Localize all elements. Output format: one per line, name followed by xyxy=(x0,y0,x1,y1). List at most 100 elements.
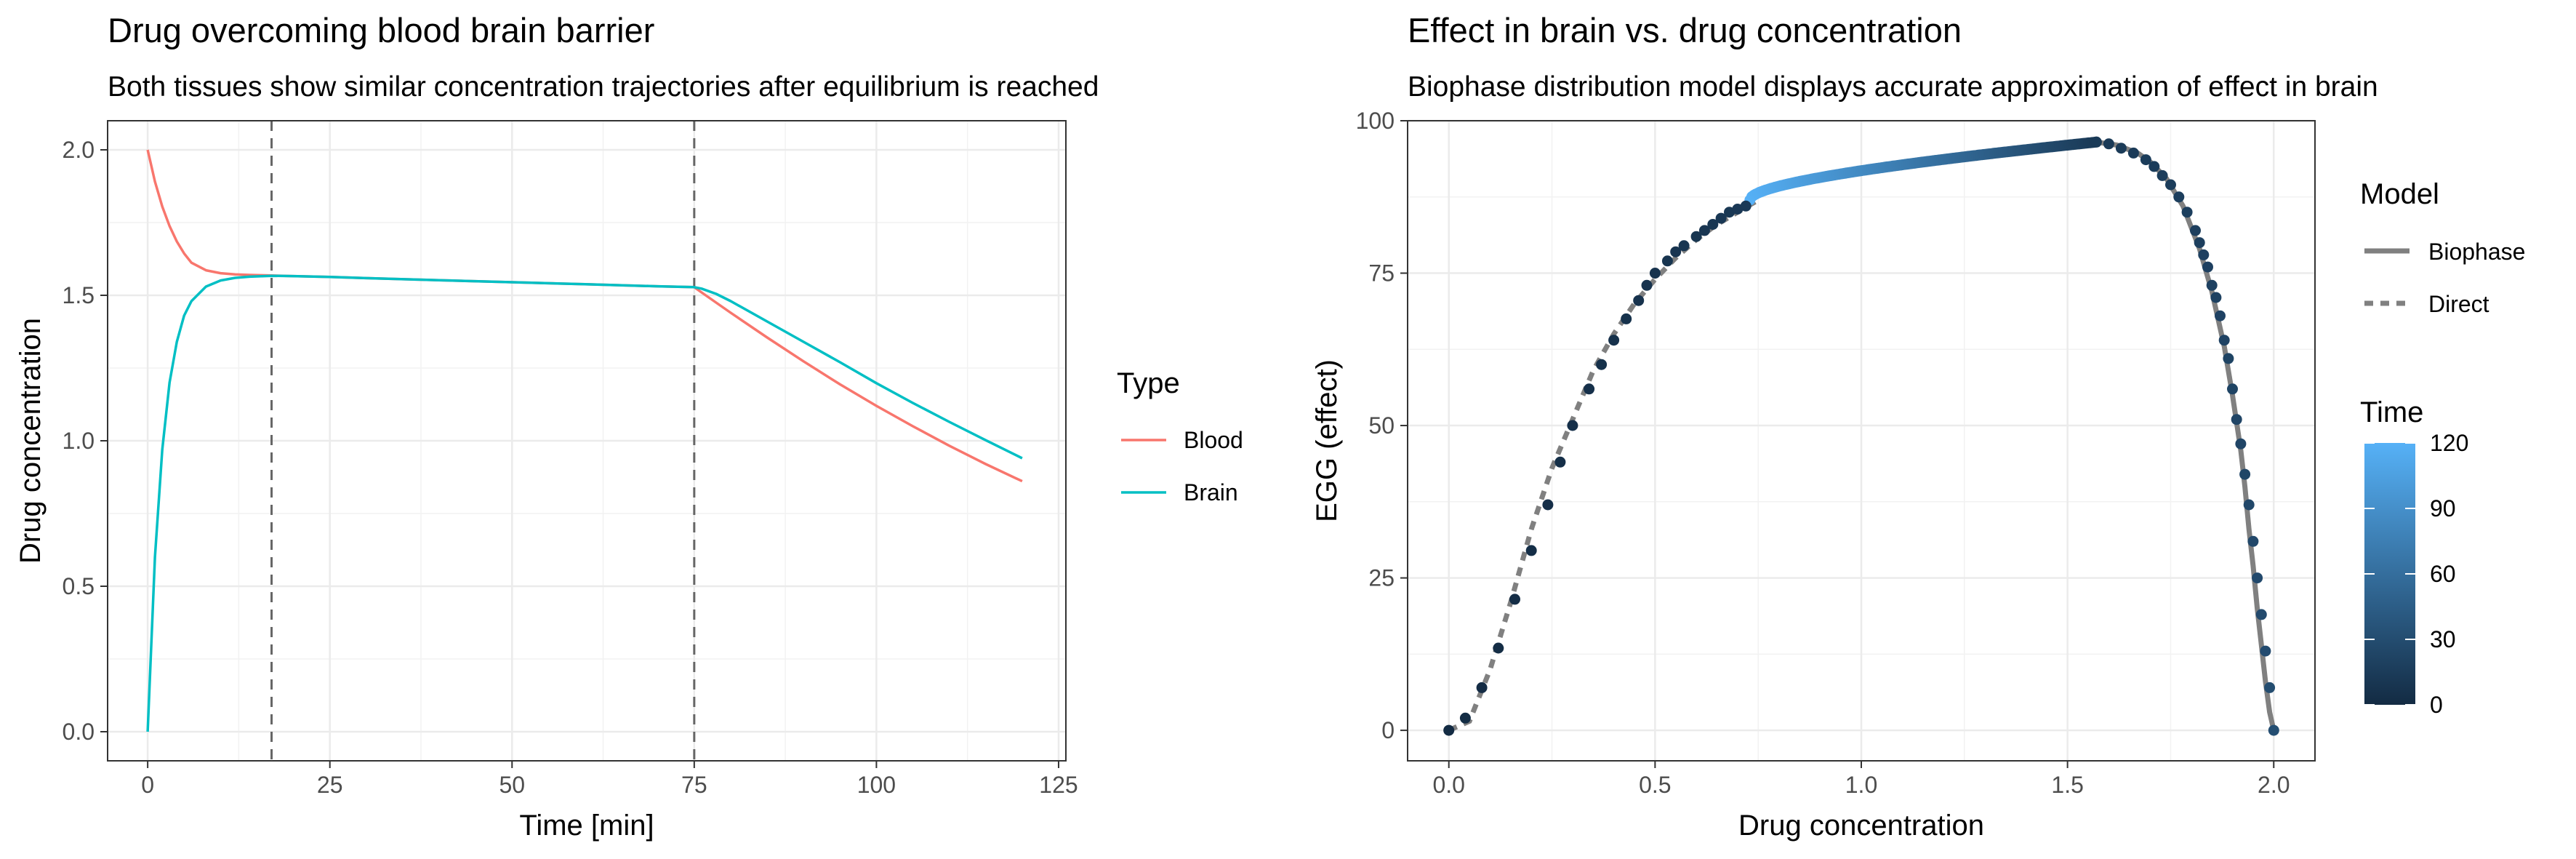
data-point xyxy=(1698,225,1710,236)
data-point xyxy=(2268,724,2279,736)
data-point xyxy=(1443,724,1455,736)
data-point xyxy=(1732,204,1744,215)
data-point xyxy=(2235,438,2247,450)
x-tick-label: 50 xyxy=(499,772,525,798)
chart-1-axis-ticks: 0 25 50 75 100 125 0.0 0.5 1.0 1.5 2.0 xyxy=(63,137,1078,798)
data-point xyxy=(2194,237,2205,249)
y-tick-label: 0.0 xyxy=(63,719,95,745)
data-point xyxy=(2255,609,2267,620)
data-point xyxy=(1584,383,1595,395)
data-point xyxy=(1554,456,1566,468)
chart-2-time-legend: Time 0 30 60 90 120 xyxy=(2360,396,2468,718)
data-point xyxy=(1678,240,1690,252)
data-point xyxy=(2264,682,2276,693)
y-tick-label: 50 xyxy=(1368,412,1395,439)
chart-2-axis-ticks: 0.0 0.5 1.0 1.5 2.0 0 25 50 75 100 xyxy=(1356,108,2290,798)
x-tick-label: 1.5 xyxy=(2051,772,2083,798)
chart-1-series xyxy=(146,149,1023,732)
chart-1-y-axis-title: Drug concentration xyxy=(15,318,47,564)
y-tick-label: 1.0 xyxy=(63,428,95,454)
data-point xyxy=(1509,594,1520,605)
model-legend-title: Model xyxy=(2360,178,2439,210)
data-point xyxy=(2127,147,2139,159)
x-tick-label: 0.0 xyxy=(1432,772,1464,798)
chart-1-x-axis-title: Time [min] xyxy=(519,810,654,842)
x-tick-label: 2.0 xyxy=(2258,772,2290,798)
chart-2-model-legend: Model Biophase Direct xyxy=(2360,178,2525,317)
data-point xyxy=(2173,191,2185,203)
data-point xyxy=(1476,682,1488,693)
x-tick-label: 0.5 xyxy=(1639,772,1671,798)
data-point xyxy=(1608,335,1620,346)
chart-1-grid xyxy=(108,121,1066,761)
y-tick-label: 1.5 xyxy=(63,282,95,308)
colorbar-tick-label: 120 xyxy=(2430,430,2468,456)
data-point xyxy=(2231,414,2242,425)
chart-1-reference-lines xyxy=(270,121,696,761)
data-point xyxy=(2243,499,2255,511)
legend-label-blood: Blood xyxy=(1184,427,1243,453)
data-point xyxy=(2090,136,2102,148)
chart-2-points xyxy=(1443,136,2279,736)
data-point xyxy=(2148,161,2160,172)
data-point xyxy=(1670,246,1682,257)
time-legend-title: Time xyxy=(2360,396,2423,428)
x-tick-label: 75 xyxy=(681,772,707,798)
data-point xyxy=(2260,645,2271,657)
data-point xyxy=(2165,179,2176,191)
data-point xyxy=(1525,545,1537,556)
data-point xyxy=(2218,335,2230,346)
x-tick-label: 1.0 xyxy=(1845,772,1877,798)
data-point xyxy=(1493,642,1504,654)
chart-2: Effect in brain vs. drug concentration B… xyxy=(1311,11,2525,842)
data-point xyxy=(2140,154,2151,166)
direct-model-line xyxy=(1448,197,1760,733)
y-tick-label: 100 xyxy=(1356,108,1395,134)
colorbar-tick-label: 30 xyxy=(2430,626,2456,652)
x-tick-label: 25 xyxy=(317,772,343,798)
chart-2-y-axis-title: EGG (effect) xyxy=(1311,359,1343,522)
chart-1-title: Drug overcoming blood brain barrier xyxy=(108,11,654,49)
data-point xyxy=(1707,219,1719,230)
data-point xyxy=(1690,231,1702,242)
data-point xyxy=(1459,712,1471,724)
data-point xyxy=(2181,207,2193,218)
chart-2-x-axis-title: Drug concentration xyxy=(1738,810,1984,842)
x-tick-label: 100 xyxy=(857,772,896,798)
y-tick-label: 2.0 xyxy=(63,137,95,163)
data-point xyxy=(1661,255,1673,267)
data-point xyxy=(2223,353,2234,364)
x-tick-label: 0 xyxy=(141,772,154,798)
data-point xyxy=(2227,383,2238,395)
data-point xyxy=(1724,207,1735,218)
legend-label-direct: Direct xyxy=(2428,291,2489,317)
y-tick-label: 0.5 xyxy=(63,573,95,599)
y-tick-label: 0 xyxy=(1381,717,1395,743)
legend-label-biophase: Biophase xyxy=(2428,239,2525,265)
data-point xyxy=(1567,420,1578,431)
data-point xyxy=(2252,572,2263,584)
data-point xyxy=(1596,359,1608,370)
chart-2-subtitle: Biophase distribution model displays acc… xyxy=(1408,71,2378,103)
data-point xyxy=(2247,535,2259,547)
data-point xyxy=(2190,225,2201,236)
colorbar-tick-label: 60 xyxy=(2430,561,2456,587)
data-point xyxy=(2103,138,2114,150)
data-point xyxy=(2239,468,2251,480)
time-colorbar-ticks: 0 30 60 90 120 xyxy=(2364,430,2468,718)
chart-2-title: Effect in brain vs. drug concentration xyxy=(1408,11,1962,49)
data-point xyxy=(1740,200,1752,212)
colorbar-tick-label: 90 xyxy=(2430,495,2456,522)
chart-1-subtitle: Both tissues show similar concentration … xyxy=(108,71,1099,103)
y-tick-label: 25 xyxy=(1368,565,1395,591)
data-point xyxy=(2198,249,2210,260)
data-point xyxy=(1641,279,1653,291)
data-point xyxy=(1542,499,1554,511)
data-point xyxy=(2156,169,2168,181)
colorbar-tick-label: 0 xyxy=(2430,692,2443,718)
legend-label-brain: Brain xyxy=(1184,479,1238,506)
x-tick-label: 125 xyxy=(1039,772,1078,798)
y-tick-label: 75 xyxy=(1368,260,1395,287)
chart-1: Drug overcoming blood brain barrier Both… xyxy=(15,11,1243,842)
